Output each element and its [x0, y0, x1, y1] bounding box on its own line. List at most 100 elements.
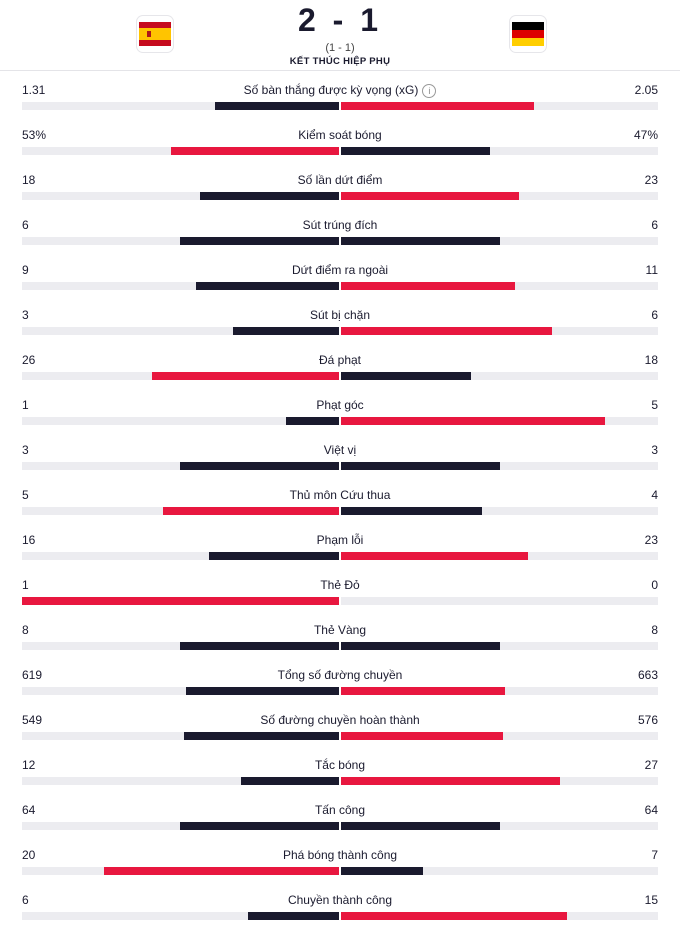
- stat-home-value: 16: [22, 533, 36, 547]
- stat-row: 16 Phạm lỗi 23: [0, 530, 680, 575]
- stat-home-track: [22, 642, 339, 650]
- stat-home-value: 18: [22, 173, 36, 187]
- stat-away-value: 4: [651, 488, 658, 502]
- stat-row: 9 Dứt điểm ra ngoài 11: [0, 260, 680, 305]
- stat-home-bar: [180, 462, 339, 470]
- stat-home-bar: [180, 237, 339, 245]
- match-score: 2 - 1: [297, 2, 383, 38]
- stat-row: 3 Sút bị chặn 6: [0, 305, 680, 350]
- stat-away-bar: [341, 282, 515, 290]
- stat-away-track: [341, 102, 658, 110]
- stat-away-bar: [341, 777, 560, 785]
- stat-home-bar: [184, 732, 339, 740]
- stat-home-bar: [215, 102, 339, 110]
- stat-away-track: [341, 282, 658, 290]
- stat-away-value: 6: [651, 308, 658, 322]
- stat-row: 26 Đá phạt 18: [0, 350, 680, 395]
- stat-label-text: Thẻ Đỏ: [320, 578, 360, 592]
- stat-away-track: [341, 552, 658, 560]
- stat-row: 3 Việt vị 3: [0, 440, 680, 485]
- stat-away-bar: [341, 507, 482, 515]
- stat-home-track: [22, 777, 339, 785]
- stat-away-bar: [341, 822, 500, 830]
- stat-away-track: [341, 822, 658, 830]
- stat-label: Tắc bóng: [0, 758, 680, 772]
- stat-home-bar: [248, 912, 339, 920]
- stat-row: 5 Thủ môn Cứu thua 4: [0, 485, 680, 530]
- stat-home-track: [22, 822, 339, 830]
- stat-label: Số lần dứt điểm: [0, 173, 680, 187]
- stat-home-value: 1: [22, 578, 29, 592]
- stat-away-bar: [341, 192, 519, 200]
- stat-home-value: 1.31: [22, 83, 46, 97]
- stat-away-track: [341, 867, 658, 875]
- germany-flag-icon[interactable]: [510, 16, 546, 52]
- stat-label-text: Dứt điểm ra ngoài: [291, 263, 389, 277]
- stat-home-bar: [180, 822, 339, 830]
- stat-away-value: 47%: [633, 128, 658, 142]
- stat-away-bar: [341, 642, 500, 650]
- stat-row: 1.31 Số bàn thắng được kỳ vọng (xG) i 2.05: [0, 80, 680, 125]
- stat-away-track: [341, 372, 658, 380]
- stat-label-text: Sút trúng đích: [302, 218, 378, 232]
- stat-home-bar: [186, 687, 339, 695]
- stat-row: 549 Số đường chuyền hoàn thành 576: [0, 710, 680, 755]
- stat-home-value: 3: [22, 308, 29, 322]
- stat-label: Tấn công: [0, 803, 680, 817]
- stat-away-track: [341, 642, 658, 650]
- stat-away-track: [341, 327, 658, 335]
- stat-label-text: Phá bóng thành công: [282, 848, 398, 862]
- stat-row: 1 Phạt góc 5: [0, 395, 680, 440]
- stat-away-track: [341, 237, 658, 245]
- spain-flag-icon[interactable]: [137, 16, 173, 52]
- stat-home-track: [22, 327, 339, 335]
- stat-away-value: 23: [644, 173, 658, 187]
- stat-label-text: Số lần dứt điểm: [297, 173, 383, 187]
- info-icon[interactable]: i: [422, 84, 437, 98]
- stat-home-track: [22, 237, 339, 245]
- stat-away-track: [341, 507, 658, 515]
- stat-label: Chuyền thành công: [0, 893, 680, 907]
- stat-home-track: [22, 507, 339, 515]
- stat-home-track: [22, 732, 339, 740]
- stat-label: Việt vị: [0, 443, 680, 457]
- stat-label: Thẻ Vàng: [0, 623, 680, 637]
- stat-label-text: Tổng số đường chuyền: [277, 668, 403, 682]
- stat-away-bar: [341, 867, 423, 875]
- header-divider: [0, 70, 680, 71]
- stat-label: Phạm lỗi: [0, 533, 680, 547]
- stat-away-bar: [341, 687, 505, 695]
- stat-label-text: Phạm lỗi: [316, 533, 364, 547]
- stat-away-track: [341, 912, 658, 920]
- stat-row: 1 Thẻ Đỏ 0: [0, 575, 680, 620]
- stat-label: Số bàn thắng được kỳ vọng (xG) i: [0, 83, 680, 98]
- stat-home-track: [22, 417, 339, 425]
- stat-row: 619 Tổng số đường chuyền 663: [0, 665, 680, 710]
- stat-home-value: 3: [22, 443, 29, 457]
- stat-home-track: [22, 552, 339, 560]
- stat-home-bar: [22, 597, 339, 605]
- stat-home-track: [22, 912, 339, 920]
- stat-home-bar: [233, 327, 339, 335]
- stat-label-text: Chuyền thành công: [287, 893, 393, 907]
- stat-label-text: Sút bị chặn: [309, 308, 371, 322]
- stat-label: Kiểm soát bóng: [0, 128, 680, 142]
- stat-label-text: Số đường chuyền hoàn thành: [260, 713, 420, 727]
- stat-away-value: 5: [651, 398, 658, 412]
- stats-list: 1.31 Số bàn thắng được kỳ vọng (xG) i 2.05 5…: [0, 80, 680, 935]
- stat-home-value: 6: [22, 218, 29, 232]
- stat-home-value: 20: [22, 848, 36, 862]
- stat-label: Sút trúng đích: [0, 218, 680, 232]
- stat-row: 18 Số lần dứt điểm 23: [0, 170, 680, 215]
- stat-away-value: 0: [651, 578, 658, 592]
- stat-away-value: 11: [645, 263, 658, 277]
- stat-label: Tổng số đường chuyền: [0, 668, 680, 682]
- stat-label: Sút bị chặn: [0, 308, 680, 322]
- stat-away-track: [341, 417, 658, 425]
- stat-label: Đá phạt: [0, 353, 680, 367]
- stat-label-text: Tấn công: [314, 803, 366, 817]
- stat-home-track: [22, 147, 339, 155]
- stat-label: Dứt điểm ra ngoài: [0, 263, 680, 277]
- stat-away-track: [341, 597, 658, 605]
- stat-away-bar: [341, 732, 503, 740]
